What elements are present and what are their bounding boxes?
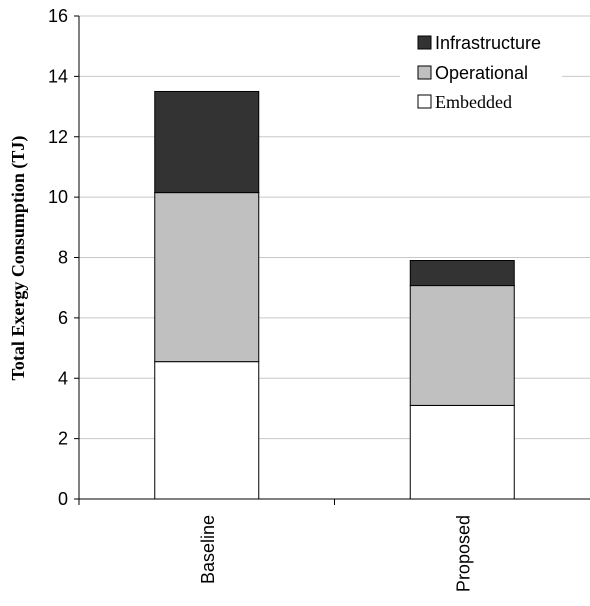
bar-infrastructure-baseline <box>154 90 260 194</box>
y-tick-label: 12 <box>48 127 68 147</box>
legend-label-operational: Operational <box>435 63 528 83</box>
bar-operational-baseline <box>154 192 260 363</box>
bar-infrastructure-proposed <box>409 260 515 287</box>
category-label-proposed: Proposed <box>453 515 473 592</box>
y-tick-label: 6 <box>58 308 68 328</box>
legend: Infrastructure Operational Embedded <box>400 28 562 120</box>
y-tick-label: 0 <box>58 489 68 509</box>
bar-embedded-proposed <box>409 404 515 500</box>
legend-swatch-embedded <box>417 94 432 109</box>
legend-label-infrastructure: Infrastructure <box>435 33 541 53</box>
y-tick-label: 14 <box>48 66 68 86</box>
legend-label-embedded: Embedded <box>435 92 512 112</box>
y-tick-label: 4 <box>58 368 68 388</box>
category-label-baseline: Baseline <box>198 515 218 584</box>
y-tick-label: 2 <box>58 429 68 449</box>
legend-swatch-infrastructure <box>417 35 432 50</box>
axes <box>74 15 590 505</box>
y-tick-labels: 0 2 4 6 8 10 12 14 16 <box>48 6 68 509</box>
bars <box>154 90 515 500</box>
bar-operational-proposed <box>409 285 515 406</box>
bar-embedded-baseline <box>154 361 260 500</box>
y-tick-label: 16 <box>48 6 68 26</box>
legend-swatch-operational <box>417 65 432 80</box>
category-labels: Baseline Proposed <box>198 515 474 592</box>
y-axis-label: Total Exergy Consumption (TJ) <box>8 136 29 381</box>
y-tick-label: 10 <box>48 187 68 207</box>
y-tick-label: 8 <box>58 248 68 268</box>
